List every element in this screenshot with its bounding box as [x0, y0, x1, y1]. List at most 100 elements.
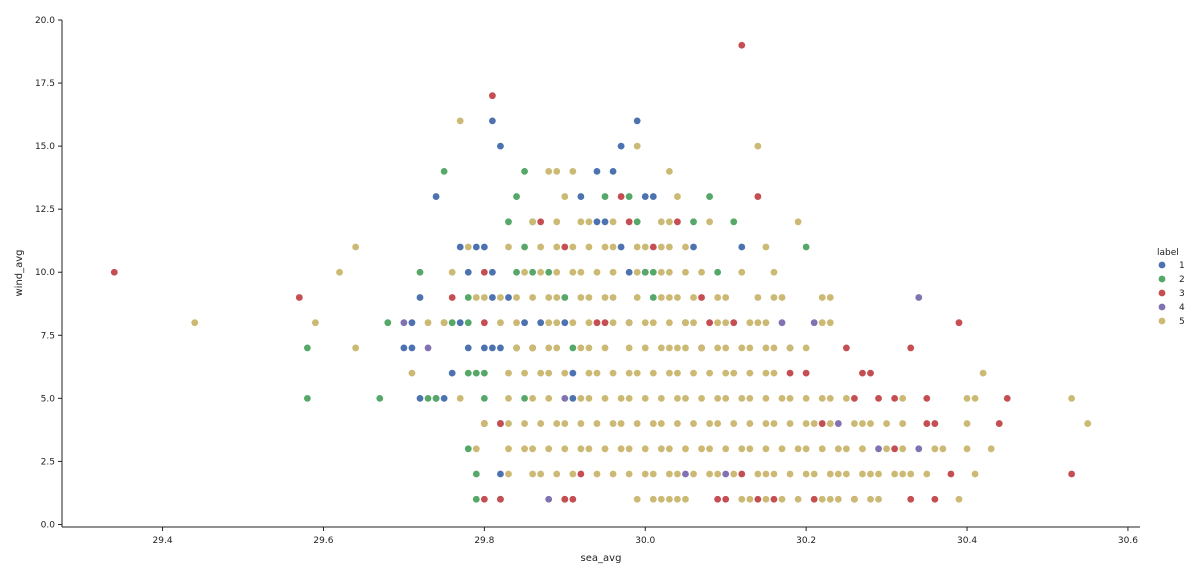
data-point-label-5	[818, 394, 826, 402]
data-point-label-5	[521, 445, 528, 453]
data-point-label-5	[553, 243, 561, 251]
data-point-label-2	[802, 243, 810, 251]
data-point-label-5	[665, 294, 673, 301]
data-point-label-5	[762, 394, 770, 402]
data-point-label-5	[665, 268, 673, 276]
data-point-label-5	[625, 344, 633, 352]
data-point-label-5	[714, 470, 722, 478]
data-point-label-1	[456, 319, 464, 327]
data-point-label-3	[891, 394, 899, 402]
data-point-label-5	[682, 495, 689, 503]
y-tick-label: 5.0	[41, 394, 56, 404]
data-point-label-5	[802, 394, 810, 402]
y-tick-label: 10.0	[35, 268, 55, 278]
data-point-label-5	[738, 445, 746, 453]
data-point-label-5	[641, 470, 649, 478]
data-point-label-5	[577, 268, 585, 276]
data-point-label-5	[505, 420, 512, 427]
data-point-label-5	[505, 243, 512, 251]
data-point-label-5	[665, 445, 673, 453]
data-point-label-5	[786, 420, 794, 427]
x-tick-label: 30.2	[796, 536, 816, 546]
data-point-label-3	[722, 495, 730, 503]
data-point-label-3	[110, 268, 118, 276]
y-tick-label: 7.5	[41, 331, 55, 341]
legend-label-1: 1	[1179, 261, 1185, 271]
data-point-label-5	[609, 369, 617, 377]
data-point-label-2	[633, 218, 641, 226]
data-point-label-4	[778, 319, 786, 327]
data-point-label-1	[488, 268, 496, 276]
data-point-label-5	[480, 420, 488, 427]
data-point-label-5	[609, 268, 617, 276]
data-point-label-1	[521, 319, 528, 327]
y-ticks: 0.0 2.5 5.0 7.5 10.0 12.5 15.0 17.5 20.0	[35, 16, 62, 530]
data-point-label-3	[955, 319, 963, 327]
data-point-label-5	[939, 445, 947, 453]
data-point-label-5	[657, 243, 665, 251]
data-point-label-3	[714, 495, 722, 503]
data-point-label-5	[601, 243, 609, 251]
data-point-label-5	[569, 268, 577, 276]
data-point-label-5	[714, 344, 722, 352]
data-point-label-5	[505, 445, 512, 453]
data-point-label-5	[818, 319, 826, 327]
data-point-label-3	[448, 294, 456, 301]
data-point-label-5	[553, 420, 561, 427]
data-point-label-5	[746, 445, 754, 453]
data-point-label-5	[545, 294, 553, 301]
data-point-label-2	[472, 369, 480, 377]
data-point-label-5	[762, 369, 770, 377]
data-point-label-5	[191, 319, 199, 327]
legend-title: label	[1157, 248, 1179, 258]
data-point-label-5	[698, 344, 705, 352]
data-point-label-5	[859, 470, 866, 478]
data-point-label-5	[754, 319, 762, 327]
data-point-label-2	[521, 243, 528, 251]
data-point-label-1	[561, 319, 569, 327]
data-point-label-5	[698, 268, 705, 276]
data-point-label-5	[529, 218, 537, 226]
data-point-label-5	[480, 294, 488, 301]
data-point-label-2	[641, 268, 649, 276]
data-point-label-5	[424, 319, 432, 327]
data-point-label-4	[875, 445, 882, 453]
x-tick-label: 30.4	[957, 536, 977, 546]
data-point-label-1	[464, 268, 472, 276]
data-point-label-5	[714, 294, 722, 301]
data-point-label-5	[529, 294, 537, 301]
data-point-label-5	[722, 319, 730, 327]
data-point-label-5	[754, 142, 762, 150]
data-point-label-5	[802, 445, 810, 453]
data-point-label-5	[545, 394, 553, 402]
data-point-label-2	[521, 394, 528, 402]
data-point-label-5	[794, 445, 802, 453]
data-point-label-5	[778, 294, 786, 301]
data-point-label-3	[851, 394, 858, 402]
y-tick-label: 0.0	[41, 520, 56, 530]
data-point-label-5	[674, 394, 681, 402]
data-point-label-2	[448, 319, 456, 327]
data-point-label-1	[690, 243, 697, 251]
data-point-label-5	[714, 420, 722, 427]
data-point-label-1	[408, 319, 416, 327]
data-point-label-2	[625, 193, 633, 200]
data-point-label-5	[553, 344, 561, 352]
data-point-label-3	[818, 420, 826, 427]
data-point-label-5	[818, 294, 826, 301]
data-point-label-5	[601, 394, 609, 402]
data-point-label-5	[609, 243, 617, 251]
data-point-label-3	[480, 268, 488, 276]
data-point-label-5	[682, 243, 689, 251]
data-point-label-5	[762, 420, 770, 427]
data-point-label-5	[577, 218, 585, 226]
data-point-label-5	[722, 294, 730, 301]
data-point-label-5	[625, 394, 633, 402]
data-point-label-2	[464, 369, 472, 377]
data-point-label-5	[899, 470, 907, 478]
data-point-label-3	[754, 495, 762, 503]
data-point-label-2	[649, 268, 657, 276]
data-point-label-5	[955, 495, 963, 503]
data-point-label-1	[497, 142, 504, 150]
data-point-label-5	[826, 495, 834, 503]
